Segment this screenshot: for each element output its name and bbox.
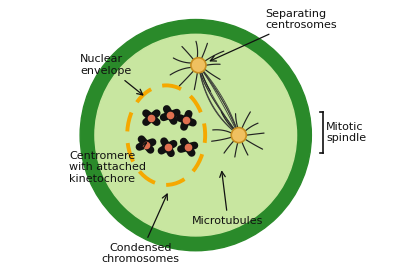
Text: Centromere
with attached
kinetochore: Centromere with attached kinetochore [69, 143, 147, 184]
Circle shape [95, 34, 297, 236]
Circle shape [191, 58, 206, 73]
Text: Microtubules: Microtubules [192, 172, 263, 226]
Text: Separating
centrosomes: Separating centrosomes [210, 9, 337, 61]
Circle shape [231, 128, 246, 143]
Text: Nuclear
envelope: Nuclear envelope [80, 54, 143, 95]
Circle shape [80, 20, 311, 251]
Text: Mitotic
spindle: Mitotic spindle [326, 122, 366, 143]
Text: Condensed
chromosomes: Condensed chromosomes [102, 194, 180, 264]
